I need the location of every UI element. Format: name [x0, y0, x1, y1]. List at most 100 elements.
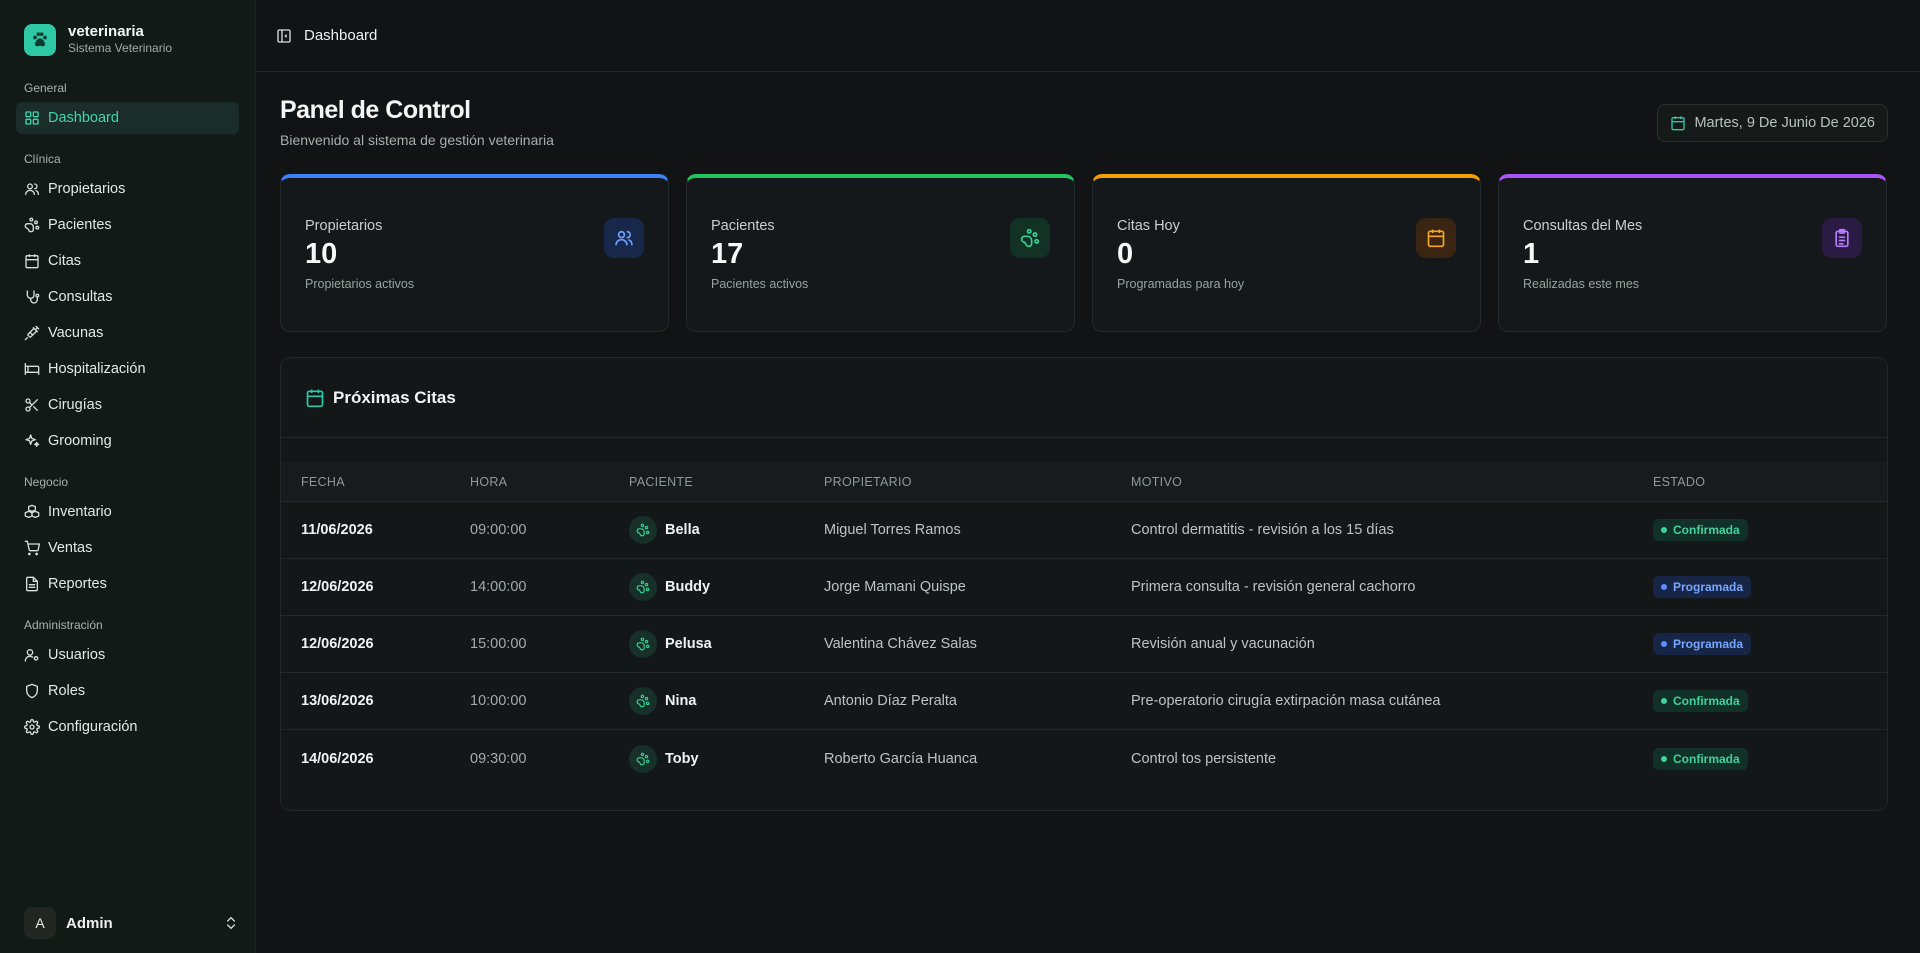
sidebar-item-label: Usuarios: [48, 647, 106, 663]
avatar: A: [24, 907, 56, 939]
bed-icon: [24, 363, 40, 375]
stat-card-citas-hoy[interactable]: Citas Hoy 0 Programadas para hoy: [1092, 174, 1481, 332]
stat-description: Realizadas este mes: [1523, 277, 1640, 291]
status-badge: Programada: [1653, 576, 1752, 598]
stat-value: 17: [711, 238, 744, 270]
stat-card-propietarios[interactable]: Propietarios 10 Propietarios activos: [280, 174, 669, 332]
stat-label: Propietarios: [305, 218, 383, 234]
nav-group-administracion: Administración: [24, 618, 103, 632]
users-icon: [604, 218, 644, 258]
table-row[interactable]: 14/06/2026 09:30:00 Toby Roberto García …: [281, 730, 1887, 787]
table-row[interactable]: 11/06/2026 09:00:00 Bella Miguel Torres …: [281, 502, 1887, 559]
paw-icon: [629, 630, 657, 658]
col-header-propietario: PROPIETARIO: [824, 474, 912, 489]
stat-label: Pacientes: [711, 218, 775, 234]
status-badge: Programada: [1653, 633, 1752, 655]
stat-value: 10: [305, 238, 338, 270]
sidebar-item-dashboard[interactable]: Dashboard: [16, 102, 239, 134]
table-row[interactable]: 12/06/2026 14:00:00 Buddy Jorge Mamani Q…: [281, 559, 1887, 616]
status-label: Confirmada: [1673, 523, 1740, 537]
sidebar-item-label: Hospitalización: [48, 361, 146, 377]
table-row[interactable]: 12/06/2026 15:00:00 Pelusa Valentina Chá…: [281, 616, 1887, 673]
sidebar-item-label: Ventas: [48, 540, 93, 556]
sidebar-item-citas[interactable]: Citas: [16, 245, 239, 277]
sidebar-item-grooming[interactable]: Grooming: [16, 425, 239, 457]
sidebar-item-inventario[interactable]: Inventario: [16, 496, 239, 528]
cell-paciente: Pelusa: [665, 636, 712, 652]
sidebar: veterinaria Sistema Veterinario General …: [0, 0, 256, 953]
sidebar-item-vacunas[interactable]: Vacunas: [16, 317, 239, 349]
status-badge: Confirmada: [1653, 747, 1748, 770]
users-icon: [25, 183, 39, 195]
grid-icon: [25, 111, 39, 125]
calendar-icon: [25, 254, 39, 269]
sidebar-item-propietarios[interactable]: Propietarios: [16, 173, 239, 205]
stat-description: Pacientes activos: [711, 277, 809, 291]
sidebar-item-label: Grooming: [48, 433, 112, 449]
chevrons-up-down-icon: [227, 916, 235, 930]
nav-group-negocio: Negocio: [24, 475, 69, 489]
clipboard-icon: [1822, 218, 1862, 258]
sidebar-item-consultas[interactable]: Consultas: [16, 281, 239, 313]
cell-hora: 09:30:00: [470, 750, 527, 767]
col-header-estado: ESTADO: [1653, 474, 1706, 489]
col-header-motivo: MOTIVO: [1131, 474, 1183, 489]
stat-description: Programadas para hoy: [1117, 277, 1245, 291]
sidebar-item-roles[interactable]: Roles: [16, 675, 239, 707]
file-icon: [26, 576, 38, 592]
sidebar-item-label: Consultas: [48, 289, 113, 305]
stat-card-consultas-mes[interactable]: Consultas del Mes 1 Realizadas este mes: [1498, 174, 1887, 332]
syringe-icon: [24, 325, 40, 341]
status-badge: Confirmada: [1653, 519, 1748, 541]
sidebar-item-configuracion[interactable]: Configuración: [16, 711, 239, 743]
user-cog-icon: [24, 649, 39, 662]
cell-propietario: Valentina Chávez Salas: [824, 636, 977, 652]
sparkles-icon: [25, 434, 40, 447]
stat-value: 1: [1523, 238, 1540, 270]
cell-paciente: Toby: [665, 750, 699, 767]
paw-icon: [629, 516, 657, 544]
sidebar-item-reportes[interactable]: Reportes: [16, 568, 239, 600]
status-label: Programada: [1673, 637, 1744, 651]
paw-icon: [24, 217, 40, 233]
topbar: Dashboard: [256, 0, 1920, 72]
paw-icon: [629, 573, 657, 601]
table-row[interactable]: 13/06/2026 10:00:00 Nina Antonio Díaz Pe…: [281, 673, 1887, 730]
scissors-icon: [25, 398, 38, 412]
sidebar-item-label: Pacientes: [48, 217, 112, 233]
brand[interactable]: veterinaria Sistema Veterinario: [16, 0, 239, 80]
stethoscope-icon: [26, 290, 40, 304]
col-header-paciente: PACIENTE: [629, 474, 693, 489]
sidebar-toggle-icon[interactable]: [276, 28, 292, 44]
status-label: Confirmada: [1673, 694, 1740, 708]
cell-fecha: 11/06/2026: [301, 522, 373, 538]
cell-motivo: Revisión anual y vacunación: [1131, 636, 1315, 652]
current-date: Martes, 9 De Junio De 2026: [1694, 115, 1875, 131]
cell-hora: 15:00:00: [470, 636, 527, 652]
upcoming-appointments-card: Próximas Citas FECHA HORA PACIENTE PROPI…: [280, 357, 1888, 811]
nav-group-general: General: [24, 81, 67, 95]
cell-fecha: 13/06/2026: [301, 693, 374, 709]
cell-paciente: Bella: [665, 522, 700, 538]
stat-label: Consultas del Mes: [1523, 218, 1643, 234]
cell-hora: 14:00:00: [470, 579, 527, 595]
cell-fecha: 12/06/2026: [301, 636, 374, 652]
date-chip: Martes, 9 De Junio De 2026: [1657, 104, 1888, 142]
sidebar-item-hospitalizacion[interactable]: Hospitalización: [16, 353, 239, 385]
cart-icon: [24, 540, 40, 556]
page-title: Panel de Control: [280, 96, 471, 124]
sidebar-item-label: Inventario: [48, 504, 112, 520]
sidebar-item-pacientes[interactable]: Pacientes: [16, 209, 239, 241]
user-menu[interactable]: A Admin: [16, 901, 239, 945]
cell-motivo: Pre-operatorio cirugía extirpación masa …: [1131, 693, 1441, 709]
table-header: FECHA HORA PACIENTE PROPIETARIO MOTIVO E…: [281, 462, 1887, 502]
sidebar-item-ventas[interactable]: Ventas: [16, 532, 239, 564]
cell-propietario: Miguel Torres Ramos: [824, 522, 961, 538]
sidebar-item-cirugias[interactable]: Cirugías: [16, 389, 239, 421]
cell-propietario: Jorge Mamani Quispe: [824, 579, 966, 595]
stats-row: Propietarios 10 Propietarios activos Pac…: [280, 174, 1888, 332]
stat-card-pacientes[interactable]: Pacientes 17 Pacientes activos: [686, 174, 1075, 332]
card-title: Próximas Citas: [333, 387, 456, 407]
sidebar-item-usuarios[interactable]: Usuarios: [16, 639, 239, 671]
cell-hora: 09:00:00: [470, 522, 527, 538]
